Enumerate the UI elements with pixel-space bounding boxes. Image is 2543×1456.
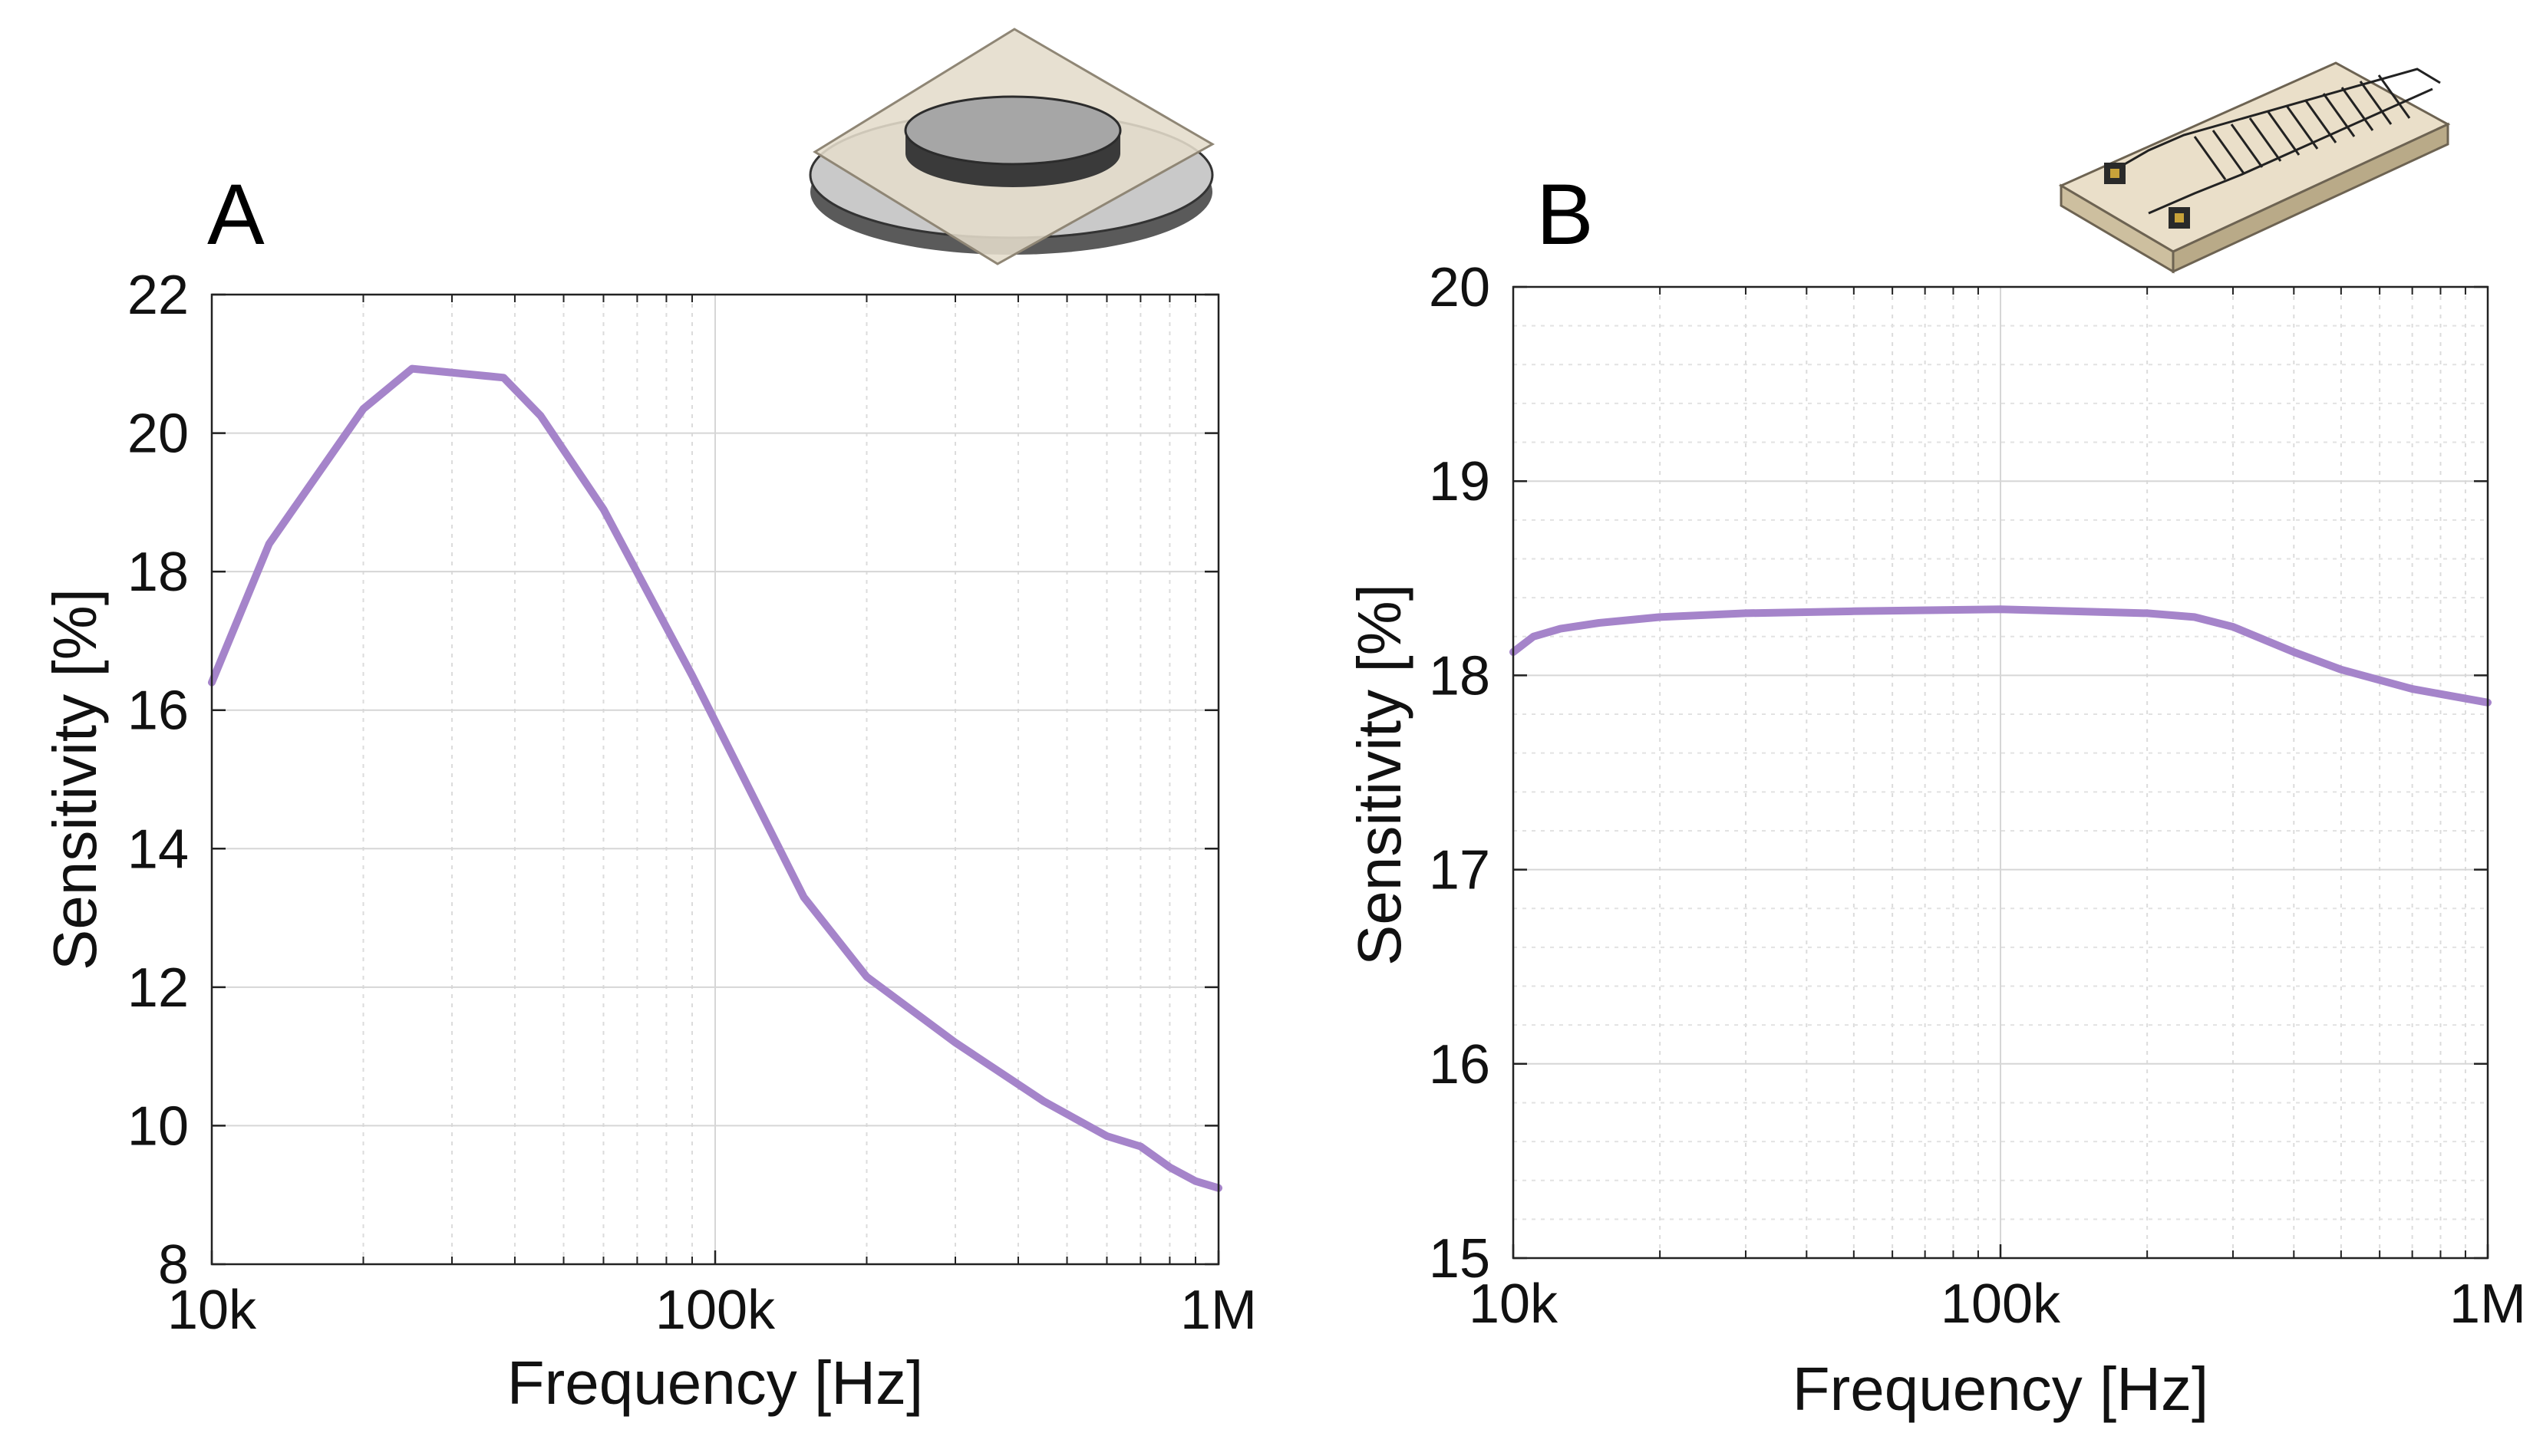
y-tick-label: 22	[127, 265, 189, 326]
y-tick-label: 16	[127, 680, 189, 742]
plot-b-series	[1509, 605, 2492, 707]
y-tick-label: 10	[127, 1095, 189, 1157]
plot-b-grid	[1512, 286, 2489, 1259]
x-tick-label: 10k	[167, 1280, 257, 1341]
panel-b: B 10k 100k 1M 15 16 17 18 19 20 Frequency [Hz] S…	[1345, 61, 2526, 1423]
plot-a-series	[208, 364, 1222, 1192]
plot-b-y-axis-title: Sensitivity [%]	[1345, 584, 1413, 966]
piezo-disc-sensor-icon	[809, 28, 1215, 265]
y-tick-label: 14	[127, 819, 189, 880]
series-line-sensitivity	[208, 364, 1222, 1192]
y-tick-label: 20	[127, 404, 189, 465]
x-tick-label: 10k	[1469, 1273, 1558, 1335]
x-tick-label: 100k	[655, 1280, 776, 1341]
plot-b-ticks: 10k 100k 1M 15 16 17 18 19 20	[1429, 257, 2526, 1335]
y-tick-label: 8	[158, 1234, 189, 1296]
y-tick-label: 12	[127, 957, 189, 1019]
plot-a-ticks: 10k 100k 1M 8 10 12 14 16 18 20 22	[127, 265, 1257, 1341]
y-tick-label: 15	[1429, 1228, 1490, 1290]
x-tick-label: 1M	[2449, 1273, 2526, 1335]
plot-a-x-axis-title: Frequency [Hz]	[507, 1349, 923, 1417]
x-tick-label: 1M	[1180, 1280, 1257, 1341]
plot-b-x-axis-title: Frequency [Hz]	[1793, 1355, 2208, 1423]
panel-label-b: B	[1536, 166, 1594, 262]
y-tick-label: 16	[1429, 1034, 1490, 1095]
interdigitated-electrode-sensor-icon	[2058, 61, 2451, 274]
panel-a: A 10k 100k 1M 8 10 12 14 16 18 20 22 Frequency [Hz…	[41, 28, 1257, 1417]
y-tick-label: 19	[1429, 451, 1490, 512]
panel-label-a: A	[207, 166, 265, 262]
y-tick-label: 17	[1429, 840, 1490, 901]
y-tick-label: 18	[1429, 645, 1490, 707]
x-tick-label: 100k	[1941, 1273, 2061, 1335]
plot-a-y-axis-title: Sensitivity [%]	[41, 588, 109, 970]
y-tick-label: 20	[1429, 257, 1490, 318]
series-line-sensitivity	[1509, 605, 2492, 707]
y-tick-label: 18	[127, 542, 189, 603]
